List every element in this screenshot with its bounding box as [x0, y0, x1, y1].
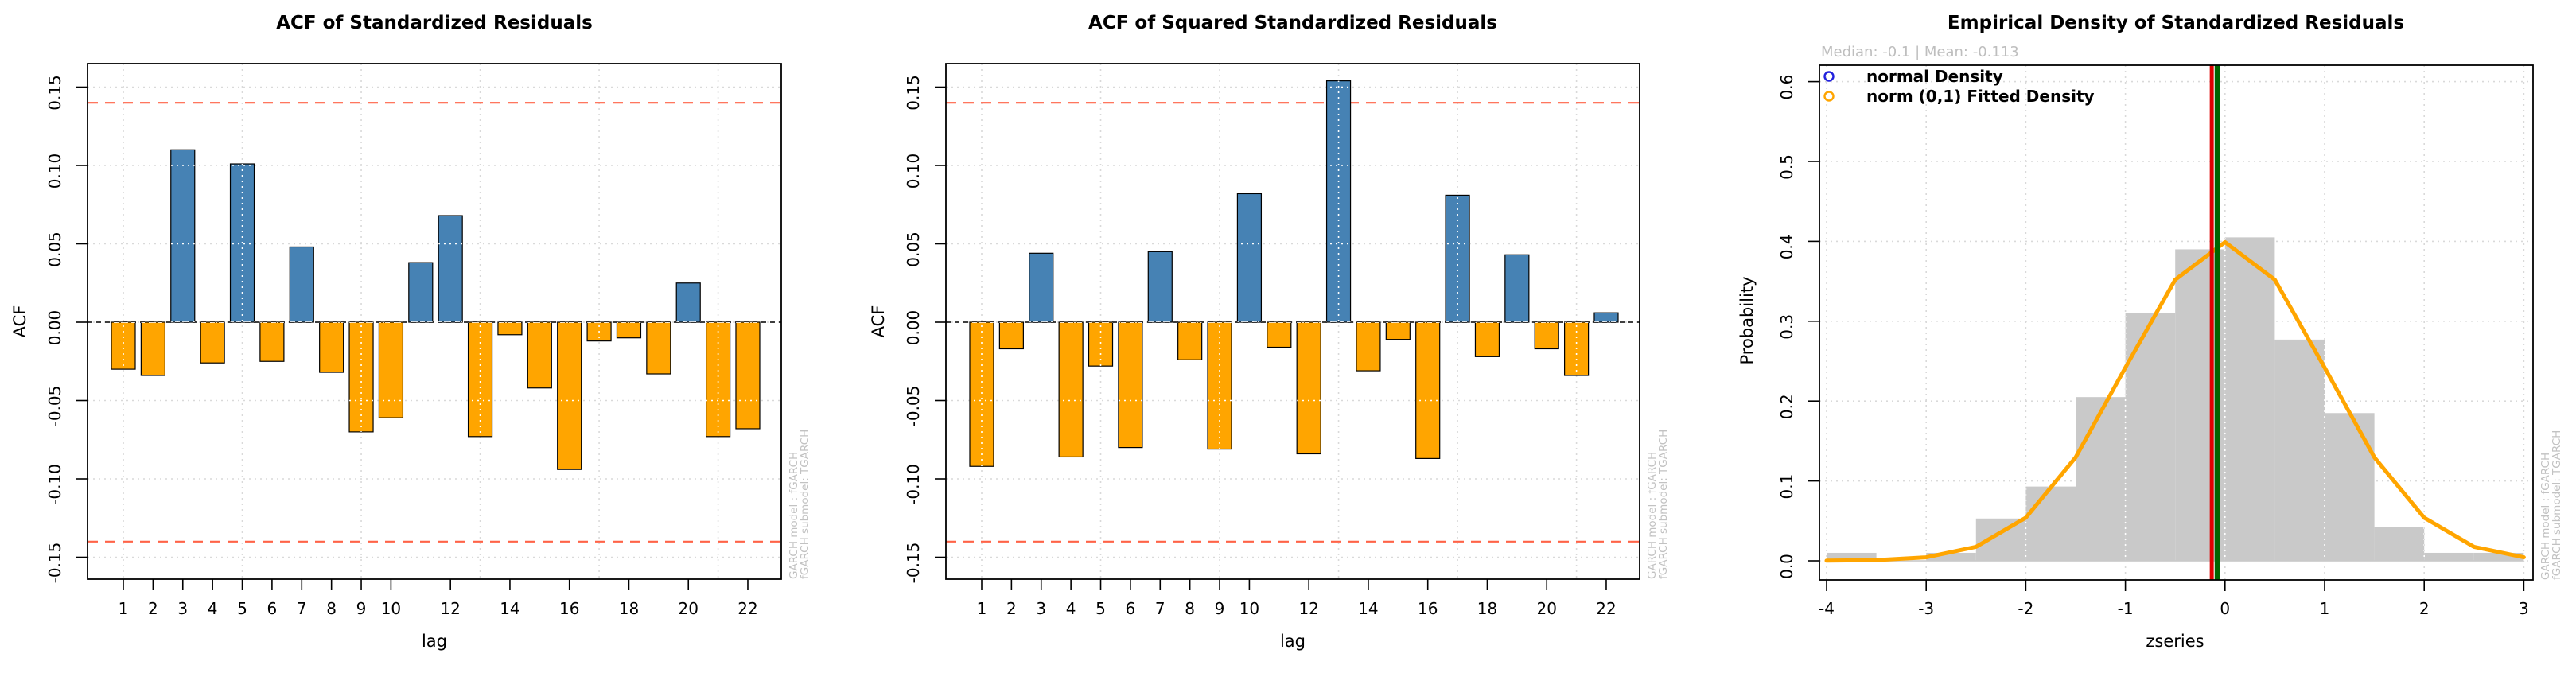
svg-text:4: 4	[1066, 599, 1076, 618]
svg-text:7: 7	[297, 599, 307, 618]
svg-text:0.10: 0.10	[904, 154, 923, 189]
svg-text:12: 12	[1298, 599, 1318, 618]
svg-text:14: 14	[1358, 599, 1378, 618]
svg-text:-4: -4	[1819, 599, 1835, 618]
svg-text:-0.10: -0.10	[904, 464, 923, 505]
acf-squared-residuals-panel: -0.15-0.10-0.050.000.050.100.151 2 3 4 5 6 7 8 9…	[869, 13, 1670, 651]
svg-text:1: 1	[119, 599, 129, 618]
svg-text:-0.05: -0.05	[45, 386, 64, 427]
svg-text:5: 5	[237, 599, 247, 618]
acf-squared-residuals-plot-area: -0.15-0.10-0.050.000.050.100.151 2 3 4 5 6 7 8 9…	[904, 63, 1640, 618]
svg-text:2: 2	[148, 599, 158, 618]
svg-text:0.15: 0.15	[904, 75, 923, 111]
svg-text:-2: -2	[2018, 599, 2033, 618]
stamp-submodel-text: fGARCH submodel: TGARCH	[799, 430, 811, 579]
svg-text:16: 16	[559, 599, 579, 618]
stamp-submodel-text: fGARCH submodel: TGARCH	[2551, 430, 2563, 580]
svg-text:8: 8	[1185, 599, 1195, 618]
svg-text:0.00: 0.00	[45, 310, 64, 346]
svg-text:-0.10: -0.10	[45, 464, 64, 505]
panel-title: ACF of Squared Standardized Residuals	[1088, 13, 1497, 33]
panel-title: ACF of Standardized Residuals	[276, 13, 593, 33]
svg-text:22: 22	[737, 599, 757, 618]
svg-text:0.4: 0.4	[1777, 234, 1796, 259]
legend-normal-density-label: normal Density	[1866, 67, 2003, 86]
svg-text:7: 7	[1155, 599, 1165, 618]
legend: normal Density norm (0,1) Fitted Density	[1823, 67, 2095, 106]
acf-std-residuals-panel: -0.15-0.10-0.050.000.050.100.151 2 3 4 5 6 7 8 9…	[10, 13, 811, 651]
median-mean-annotation: Median: -0.1 | Mean: -0.113	[1821, 44, 2019, 60]
svg-text:0.10: 0.10	[45, 154, 64, 189]
stamp-model-text: GARCH model : fGARCH	[2539, 453, 2552, 580]
svg-text:0.00: 0.00	[904, 310, 923, 346]
x-axis-label: zseries	[2146, 632, 2204, 651]
svg-text:18: 18	[1477, 599, 1497, 618]
svg-text:0: 0	[2220, 599, 2230, 618]
legend-fitted-density-circle	[1823, 91, 1835, 102]
svg-text:16: 16	[1418, 599, 1438, 618]
panel-title: Empirical Density of Standardized Residu…	[1948, 13, 2404, 33]
svg-text:6: 6	[1126, 599, 1136, 618]
svg-text:-1: -1	[2118, 599, 2134, 618]
svg-text:0.2: 0.2	[1777, 394, 1796, 419]
svg-text:0.6: 0.6	[1777, 75, 1796, 100]
svg-text:8: 8	[326, 599, 337, 618]
svg-text:-0.15: -0.15	[904, 543, 923, 584]
svg-text:0.05: 0.05	[45, 231, 64, 267]
svg-text:3: 3	[177, 599, 188, 618]
y-axis-label: ACF	[869, 305, 888, 338]
svg-text:12: 12	[440, 599, 460, 618]
legend-fitted-density-label: norm (0,1) Fitted Density	[1866, 87, 2095, 106]
svg-text:3: 3	[1036, 599, 1046, 618]
y-axis-label: Probability	[1737, 276, 1757, 364]
x-axis-label: lag	[422, 632, 447, 651]
svg-text:0.05: 0.05	[904, 231, 923, 267]
svg-text:0.1: 0.1	[1777, 474, 1796, 500]
stamp-submodel-text: fGARCH submodel: TGARCH	[1657, 430, 1670, 579]
svg-text:20: 20	[1536, 599, 1556, 618]
svg-text:0.0: 0.0	[1777, 554, 1796, 579]
svg-text:18: 18	[619, 599, 639, 618]
svg-text:9: 9	[356, 599, 367, 618]
svg-text:-0.05: -0.05	[904, 386, 923, 427]
svg-text:2: 2	[2419, 599, 2430, 618]
svg-text:9: 9	[1215, 599, 1225, 618]
svg-text:10: 10	[1239, 599, 1259, 618]
svg-text:-3: -3	[1918, 599, 1934, 618]
svg-text:1: 1	[2320, 599, 2330, 618]
svg-text:0.15: 0.15	[45, 75, 64, 111]
svg-text:4: 4	[208, 599, 218, 618]
stamp-model-text: GARCH model : fGARCH	[1646, 452, 1659, 579]
svg-text:0.5: 0.5	[1777, 154, 1796, 180]
x-axis-label: lag	[1280, 632, 1306, 651]
svg-text:22: 22	[1596, 599, 1616, 618]
acf-std-residuals-plot-area: -0.15-0.10-0.050.000.050.100.151 2 3 4 5 6 7 8 9…	[45, 63, 782, 618]
svg-text:20: 20	[678, 599, 698, 618]
svg-text:5: 5	[1095, 599, 1106, 618]
svg-text:1: 1	[977, 599, 987, 618]
y-axis-label: ACF	[10, 305, 29, 338]
empirical-density-plot-area: 0.0 0.1 0.2 0.3 0.4 0.5 0.6 -4 -3 -2 -1 0 1 2 3	[1777, 64, 2534, 618]
legend-normal-density-circle	[1823, 71, 1835, 82]
stamp-model-text: GARCH model : fGARCH	[788, 452, 800, 579]
svg-text:10: 10	[381, 599, 401, 618]
svg-text:0.3: 0.3	[1777, 314, 1796, 340]
empirical-density-panel: 0.0 0.1 0.2 0.3 0.4 0.5 0.6 -4 -3 -2 -1 0 1 2 3 Empiri…	[1737, 13, 2563, 651]
svg-text:-0.15: -0.15	[45, 543, 64, 584]
svg-text:14: 14	[500, 599, 519, 618]
svg-text:3: 3	[2519, 599, 2529, 618]
svg-text:2: 2	[1006, 599, 1017, 618]
svg-text:6: 6	[267, 599, 278, 618]
